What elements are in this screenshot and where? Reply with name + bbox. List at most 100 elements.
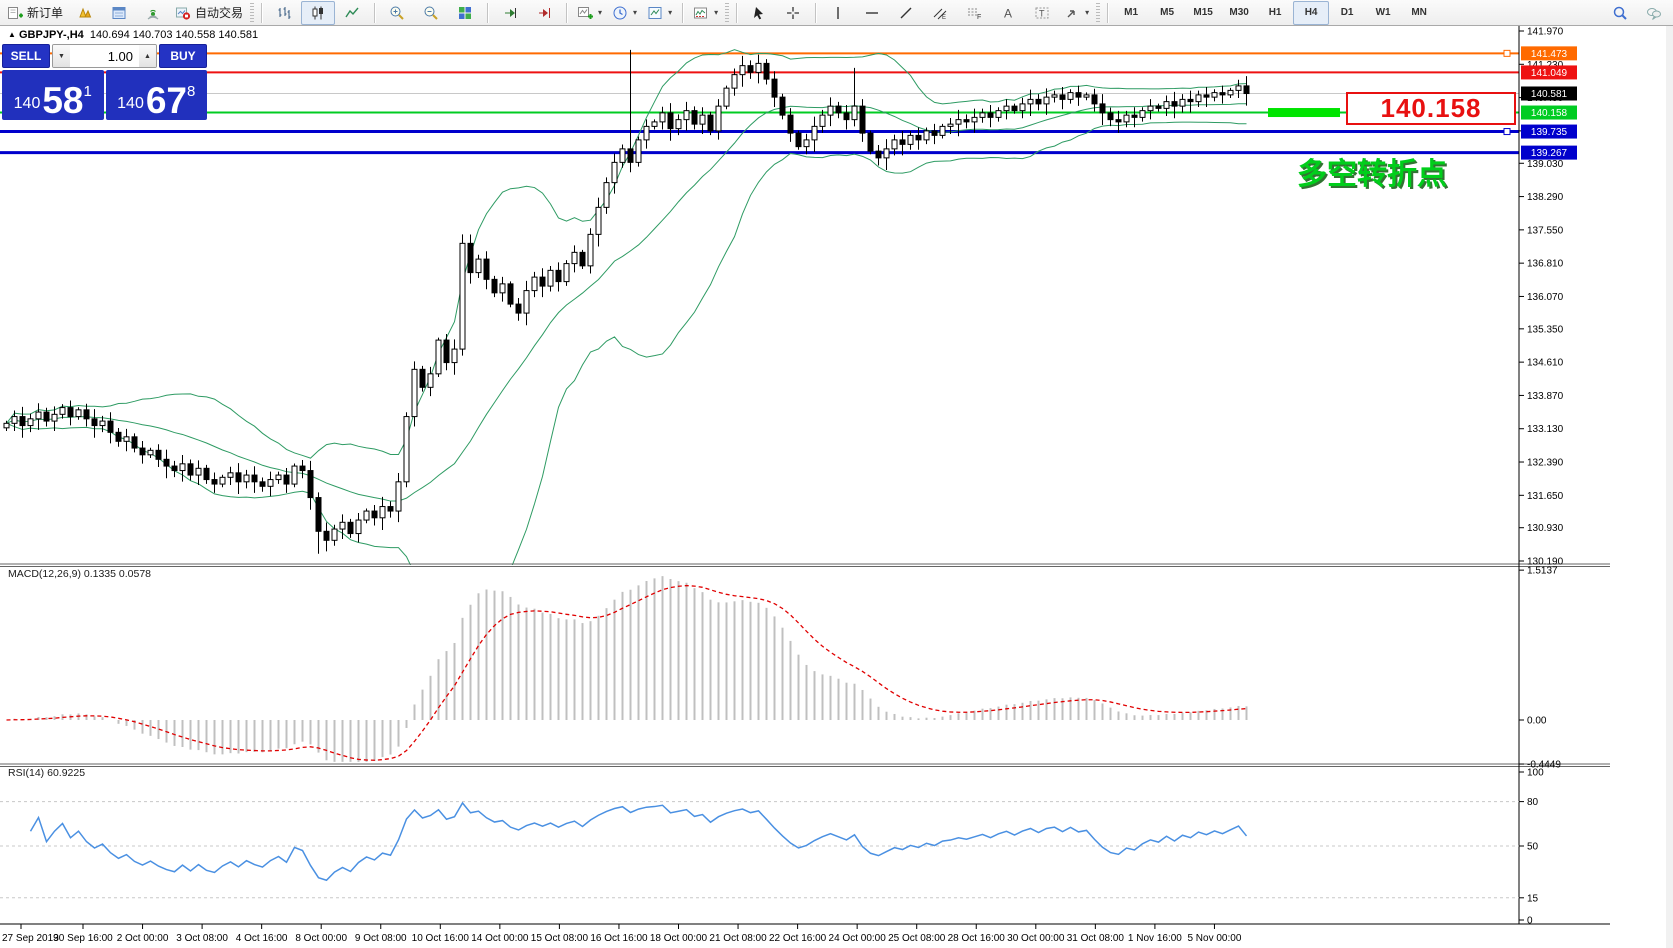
- zoom-in-button[interactable]: [380, 1, 414, 25]
- volume-value[interactable]: 1.00: [107, 48, 133, 64]
- buy-price-pips: 67: [145, 79, 187, 121]
- svg-text:2 Oct 00:00: 2 Oct 00:00: [117, 933, 169, 944]
- trendline-button[interactable]: [889, 1, 923, 25]
- auto-scroll-button[interactable]: [493, 1, 527, 25]
- equidistant-channel-button[interactable]: E: [923, 1, 957, 25]
- rsi-pane-label: RSI(14) 60.9225: [6, 767, 88, 779]
- timeframe-button-h1[interactable]: H1: [1268, 7, 1282, 18]
- crosshair-button[interactable]: [776, 1, 810, 25]
- svg-text:136.070: 136.070: [1527, 292, 1564, 303]
- green-highlight-segment[interactable]: [1268, 108, 1340, 118]
- collapse-triangle-icon[interactable]: ▲: [8, 30, 16, 39]
- tile-windows-button[interactable]: [448, 1, 482, 25]
- svg-text:130.930: 130.930: [1527, 523, 1564, 534]
- timeframe-button-m15[interactable]: M15: [1193, 7, 1213, 18]
- templates-button[interactable]: ▾: [642, 1, 677, 25]
- candlestick-button[interactable]: [301, 0, 336, 25]
- svg-text:139.735: 139.735: [1531, 127, 1568, 138]
- svg-text:16 Oct 16:00: 16 Oct 16:00: [590, 933, 648, 944]
- market-watch-button[interactable]: [68, 1, 102, 25]
- add-indicator-icon: [578, 6, 594, 19]
- tile-windows-icon: [459, 6, 472, 19]
- add-indicator-button[interactable]: ▾: [572, 1, 607, 25]
- cursor-button[interactable]: [742, 1, 776, 25]
- line-handle[interactable]: [1503, 49, 1511, 57]
- svg-text:139.030: 139.030: [1527, 159, 1564, 170]
- svg-text:30 Sep 16:00: 30 Sep 16:00: [53, 933, 113, 944]
- svg-text:80: 80: [1527, 797, 1539, 808]
- trendline-icon: [900, 7, 912, 18]
- horizontal-line-icon: [866, 11, 879, 14]
- chart-shift-button[interactable]: [527, 1, 561, 25]
- svg-text:27 Sep 2019: 27 Sep 2019: [2, 933, 59, 944]
- volume-decrease-button[interactable]: ▼: [53, 45, 70, 67]
- svg-text:0.00: 0.00: [1527, 716, 1547, 727]
- periods-button[interactable]: ▾: [607, 1, 642, 25]
- sell-button[interactable]: SELL: [2, 44, 50, 68]
- line-chart-icon: [345, 7, 359, 17]
- svg-text:134.610: 134.610: [1527, 358, 1564, 369]
- line-handle[interactable]: [1503, 128, 1511, 136]
- svg-text:15 Oct 08:00: 15 Oct 08:00: [531, 933, 589, 944]
- svg-text:141.473: 141.473: [1531, 49, 1568, 60]
- volume-increase-button[interactable]: ▲: [139, 45, 156, 67]
- timeframe-button-mn[interactable]: MN: [1411, 7, 1427, 18]
- symbol-header: ▲ GBPJPY-,H4 140.694 140.703 140.558 140…: [5, 29, 262, 41]
- bar-chart-button[interactable]: [267, 1, 301, 25]
- signals-button[interactable]: [136, 1, 170, 25]
- timeframe-button-w1[interactable]: W1: [1375, 7, 1391, 18]
- templates-icon: [648, 6, 662, 19]
- sell-price-display[interactable]: 140 58 1: [2, 70, 104, 120]
- arrows-button[interactable]: ▾: [1059, 1, 1094, 25]
- timeframe-button-m1[interactable]: M1: [1124, 7, 1139, 18]
- indicator-list-button[interactable]: ▾: [688, 1, 723, 25]
- svg-text:1.5137: 1.5137: [1527, 566, 1558, 577]
- new-order-button[interactable]: 新订单: [2, 1, 68, 25]
- bar-chart-icon: [278, 6, 291, 19]
- turning-point-annotation[interactable]: 多空转折点: [1297, 158, 1447, 191]
- timeframe-button-m5[interactable]: M5: [1160, 7, 1175, 18]
- horizontal-line-button[interactable]: [855, 1, 889, 25]
- signals-icon: [147, 9, 159, 19]
- autotrading-button[interactable]: 自动交易: [170, 1, 248, 25]
- text-button[interactable]: A: [991, 1, 1025, 25]
- buy-button[interactable]: BUY: [159, 44, 207, 68]
- svg-text:22 Oct 16:00: 22 Oct 16:00: [769, 933, 827, 944]
- zoom-out-button[interactable]: [414, 1, 448, 25]
- line-chart-button[interactable]: [335, 1, 369, 25]
- timeframe-button-d1[interactable]: D1: [1340, 7, 1354, 18]
- timeframe-button-m30[interactable]: M30: [1229, 7, 1249, 18]
- arrows-caret: ▾: [1085, 8, 1090, 17]
- svg-text:31 Oct 08:00: 31 Oct 08:00: [1067, 933, 1125, 944]
- text-label-button[interactable]: T: [1025, 1, 1059, 25]
- text-label-icon: T: [1035, 7, 1049, 18]
- price-badge-140.158: 140.158: [1521, 105, 1577, 120]
- chat-button[interactable]: [1637, 1, 1671, 25]
- svg-text:4 Oct 16:00: 4 Oct 16:00: [236, 933, 288, 944]
- new-order-icon: [8, 6, 23, 19]
- svg-text:140.158: 140.158: [1531, 108, 1568, 119]
- price-badge-141.473: 141.473: [1521, 46, 1577, 61]
- data-window-button[interactable]: [102, 1, 136, 25]
- price-badge-141.049: 141.049: [1521, 65, 1577, 80]
- chart-shift-icon: [539, 7, 551, 18]
- svg-text:30 Oct 00:00: 30 Oct 00:00: [1007, 933, 1065, 944]
- rsi-name: RSI(14): [8, 767, 45, 779]
- svg-text:14 Oct 00:00: 14 Oct 00:00: [471, 933, 529, 944]
- svg-text:130.190: 130.190: [1527, 557, 1564, 568]
- vertical-line-icon: [837, 6, 839, 19]
- fibonacci-icon: F: [968, 8, 981, 21]
- price-level-text-box[interactable]: 140.158: [1346, 92, 1516, 125]
- svg-text:F: F: [977, 14, 981, 21]
- vertical-line-button[interactable]: [821, 1, 855, 25]
- rsi-value: 60.9225: [47, 767, 86, 779]
- timeframe-button-h4[interactable]: H4: [1293, 0, 1330, 25]
- arrows-icon: [1067, 9, 1075, 17]
- fibonacci-button[interactable]: F: [957, 1, 991, 25]
- candles-layer: [3, 49, 1250, 554]
- search-button[interactable]: [1603, 1, 1637, 25]
- svg-text:18 Oct 00:00: 18 Oct 00:00: [650, 933, 708, 944]
- macd-histogram: [13, 576, 1248, 762]
- buy-price-display[interactable]: 140 67 8: [105, 70, 207, 121]
